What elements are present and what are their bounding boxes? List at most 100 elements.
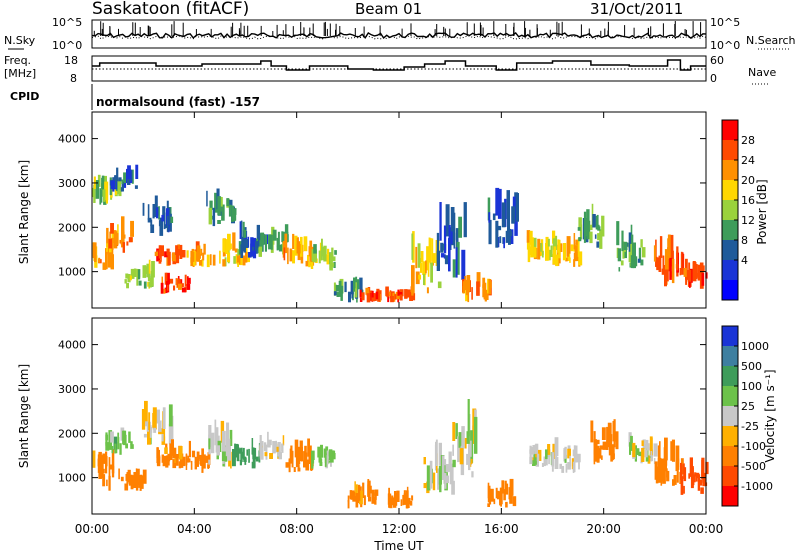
velocity-cell [638, 451, 642, 457]
power-cell [583, 211, 587, 233]
power-cell [333, 291, 337, 296]
velocity-cell [499, 491, 502, 504]
power-cell [177, 278, 180, 288]
velocity-cell [551, 452, 554, 457]
velocity-cell [606, 426, 609, 450]
power-cell [292, 233, 295, 249]
colorbar-swatch [722, 120, 738, 141]
velocity-cell [699, 479, 703, 486]
power-cell [679, 268, 682, 276]
power-cell [121, 181, 124, 192]
velocity-cell [688, 473, 691, 479]
velocity-cell [438, 465, 442, 485]
velocity-cell [578, 460, 580, 470]
velocity-cell [411, 495, 414, 501]
power-cell [292, 250, 295, 264]
power-cell [623, 242, 628, 250]
power-cell [217, 196, 221, 216]
velocity-cell [543, 456, 546, 467]
velocity-cell [691, 478, 695, 486]
power-cell [105, 249, 108, 255]
power-cell [695, 264, 698, 279]
power-cell [440, 242, 444, 253]
power-cell [300, 236, 303, 257]
x-tick-label: 20:00 [586, 522, 621, 536]
velocity-cell [269, 453, 273, 459]
power-cell [526, 230, 531, 243]
power-cell [307, 254, 309, 266]
velocity-cell [162, 460, 167, 467]
velocity-cell [673, 475, 677, 485]
power-cell [102, 262, 107, 270]
power-cell [495, 187, 500, 216]
velocity-cell [142, 469, 147, 484]
power-cell [136, 268, 139, 286]
colorbar-swatch [722, 240, 738, 261]
power-cell [97, 174, 101, 187]
velocity-cell [461, 426, 465, 449]
velocity-cell [457, 436, 460, 463]
colorbar-swatch [722, 326, 738, 347]
power-cell [191, 251, 194, 261]
colorbar-swatch [722, 406, 738, 427]
power-cell [206, 190, 208, 207]
power-cell [246, 253, 249, 258]
velocity-cell [394, 491, 397, 500]
velocity-cell [360, 503, 363, 508]
power-cell [448, 238, 451, 272]
velocity-cell [350, 490, 355, 500]
power-cell [222, 259, 226, 267]
velocity-cell [445, 475, 449, 484]
velocity-cell [534, 444, 538, 454]
velocity-cell [144, 400, 148, 424]
power-cell [309, 240, 313, 249]
power-cell [257, 243, 260, 248]
noise-search-series [91, 35, 707, 40]
velocity-y-label: Slant Range [km] [17, 364, 31, 468]
power-cell [366, 293, 371, 303]
power-cell [278, 246, 282, 250]
velocity-cell [214, 419, 217, 446]
velocity-cell [426, 465, 431, 491]
power-cell [371, 290, 374, 298]
velocity-cell [451, 480, 455, 495]
power-cell [164, 251, 168, 258]
velocity-cell [263, 442, 267, 452]
power-cell [666, 258, 669, 282]
velocity-cell [545, 453, 548, 466]
velocity-cell [124, 483, 129, 491]
power-cell [507, 214, 510, 235]
power-cell [431, 238, 434, 261]
power-cell [597, 233, 601, 241]
velocity-cell [216, 445, 220, 456]
power-cell [422, 261, 427, 275]
velocity-cell [466, 431, 470, 444]
power-cell [314, 249, 317, 261]
velocity-cell [130, 444, 134, 449]
power-cell [303, 236, 308, 252]
power-cell [406, 289, 411, 298]
power-cell [550, 245, 553, 257]
power-cell [142, 265, 146, 278]
velocity-cell [676, 464, 679, 483]
velocity-cell [567, 448, 571, 459]
colorbar-label: 28 [741, 134, 755, 147]
power-cell [497, 188, 502, 219]
power-cell [219, 250, 221, 264]
power-cell [463, 202, 467, 238]
power-cell [664, 265, 667, 287]
velocity-cell [363, 495, 366, 506]
velocity-cell [268, 439, 272, 446]
power-cell [375, 291, 379, 300]
freq-left-tick-top: 18 [64, 54, 78, 67]
power-cell [461, 249, 466, 280]
velocity-cell [146, 426, 149, 432]
power-cell [160, 245, 164, 257]
power-cell [443, 225, 447, 254]
power-cell [137, 269, 141, 280]
velocity-cell [110, 431, 114, 443]
velocity-cell [275, 445, 278, 452]
velocity-cell [448, 451, 452, 472]
velocity-cell [402, 494, 405, 506]
power-cell [110, 223, 114, 234]
